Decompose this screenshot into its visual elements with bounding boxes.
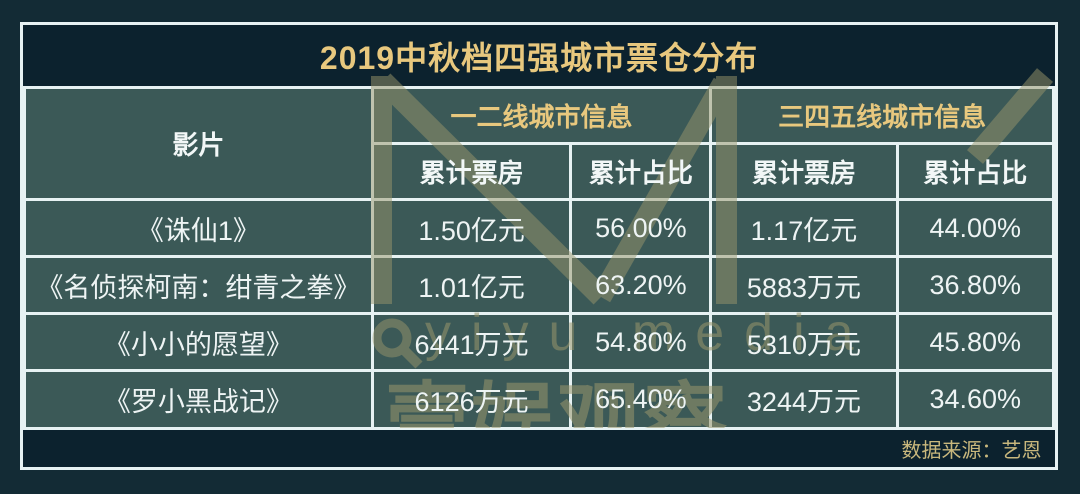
tier12-boxoffice-value: 1.01亿元 [418,272,525,303]
subheader-tier12-share: 累计占比 [588,158,693,189]
group-header-row: 影片 一二线城市信息 三四五线城市信息 [23,86,1055,202]
column-header-film: 影片 [172,130,225,161]
table-row: 《诛仙1》 1.50亿元 56.00% 1.17亿元 44.00% [23,198,1056,259]
data-source: 数据来源：艺恩 [901,439,1042,462]
table-row: 《罗小黑战记》 6126万元 65.40% 3244万元 34.60% [23,369,1056,430]
tier345-boxoffice-value: 1.17亿元 [750,215,858,246]
tier345-share-value: 45.80% [929,326,1022,357]
tier345-boxoffice-value: 5310万元 [746,329,861,360]
tier12-boxoffice-value: 6441万元 [414,329,529,360]
tier12-boxoffice-value: 6126万元 [414,387,529,418]
subheader-tier345-boxoffice: 累计票房 [751,158,856,189]
column-group-tier345-label: 三四五线城市信息 [778,102,987,133]
tier345-share-value: 34.60% [929,384,1022,415]
film-title: 《小小的愿望》 [103,329,293,360]
tier12-share-value: 63.20% [595,269,687,300]
subheader-tier12-boxoffice: 累计票房 [419,158,524,189]
page-title: 2019中秋档四强城市票仓分布 [319,39,759,76]
tier12-share-value: 54.80% [595,326,687,357]
title-row: 2019中秋档四强城市票仓分布 [24,25,1054,90]
film-title: 《罗小黑战记》 [103,387,293,418]
box-office-table: 2019中秋档四强城市票仓分布 影片 一二线城市信息 三四五线城市信息 累计票房… [23,25,1056,467]
tier345-share-value: 44.00% [929,212,1022,243]
tier345-share-value: 36.80% [929,269,1022,300]
tier12-share-value: 65.40% [595,384,687,415]
subheader-tier345-share: 累计占比 [923,158,1028,189]
tier345-boxoffice-value: 3244万元 [746,387,861,418]
table-row: 《名侦探柯南：绀青之拳》 1.01亿元 63.20% 5883万元 36.80% [23,255,1056,316]
column-group-tier12-label: 一二线城市信息 [450,102,633,133]
table-row: 《小小的愿望》 6441万元 54.80% 5310万元 45.80% [23,312,1056,373]
tier345-boxoffice-value: 5883万元 [746,272,861,303]
footer-row: 数据来源：艺恩 [24,426,1054,467]
film-title: 《诛仙1》 [136,215,260,246]
tier12-boxoffice-value: 1.50亿元 [418,215,525,246]
table-frame: 2019中秋档四强城市票仓分布 影片 一二线城市信息 三四五线城市信息 累计票房… [20,22,1058,470]
tier12-share-value: 56.00% [595,212,687,243]
film-title: 《名侦探柯南：绀青之拳》 [36,272,361,303]
